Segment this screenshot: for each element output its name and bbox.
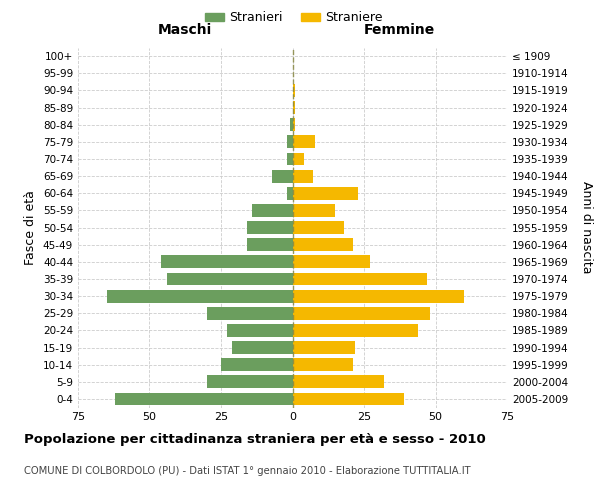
Bar <box>293 307 430 320</box>
Bar <box>293 221 344 234</box>
Text: Popolazione per cittadinanza straniera per età e sesso - 2010: Popolazione per cittadinanza straniera p… <box>24 432 486 446</box>
Bar <box>287 136 293 148</box>
Bar <box>206 376 293 388</box>
Bar <box>293 136 316 148</box>
Bar <box>293 238 353 251</box>
Bar <box>221 358 293 371</box>
Bar <box>167 272 293 285</box>
Bar <box>293 376 384 388</box>
Bar <box>293 256 370 268</box>
Bar <box>293 272 427 285</box>
Bar <box>293 187 358 200</box>
Bar <box>287 152 293 166</box>
Bar <box>287 187 293 200</box>
Bar <box>272 170 293 182</box>
Bar <box>247 238 293 251</box>
Legend: Stranieri, Straniere: Stranieri, Straniere <box>200 6 388 29</box>
Bar <box>227 324 293 337</box>
Text: COMUNE DI COLBORDOLO (PU) - Dati ISTAT 1° gennaio 2010 - Elaborazione TUTTITALIA: COMUNE DI COLBORDOLO (PU) - Dati ISTAT 1… <box>24 466 470 476</box>
Y-axis label: Anni di nascita: Anni di nascita <box>580 181 593 274</box>
Text: Maschi: Maschi <box>158 23 212 37</box>
Bar <box>253 204 293 217</box>
Bar <box>293 392 404 406</box>
Bar <box>293 341 355 354</box>
Bar <box>115 392 293 406</box>
Bar <box>247 221 293 234</box>
Bar <box>293 170 313 182</box>
Bar <box>293 324 418 337</box>
Bar <box>293 204 335 217</box>
Bar <box>293 358 353 371</box>
Bar <box>293 290 464 302</box>
Bar <box>293 84 295 97</box>
Bar <box>161 256 293 268</box>
Bar <box>293 152 304 166</box>
Bar <box>293 118 295 131</box>
Bar <box>206 307 293 320</box>
Bar <box>290 118 293 131</box>
Y-axis label: Fasce di età: Fasce di età <box>25 190 37 265</box>
Bar <box>293 101 295 114</box>
Bar <box>107 290 293 302</box>
Bar <box>232 341 293 354</box>
Text: Femmine: Femmine <box>364 23 436 37</box>
